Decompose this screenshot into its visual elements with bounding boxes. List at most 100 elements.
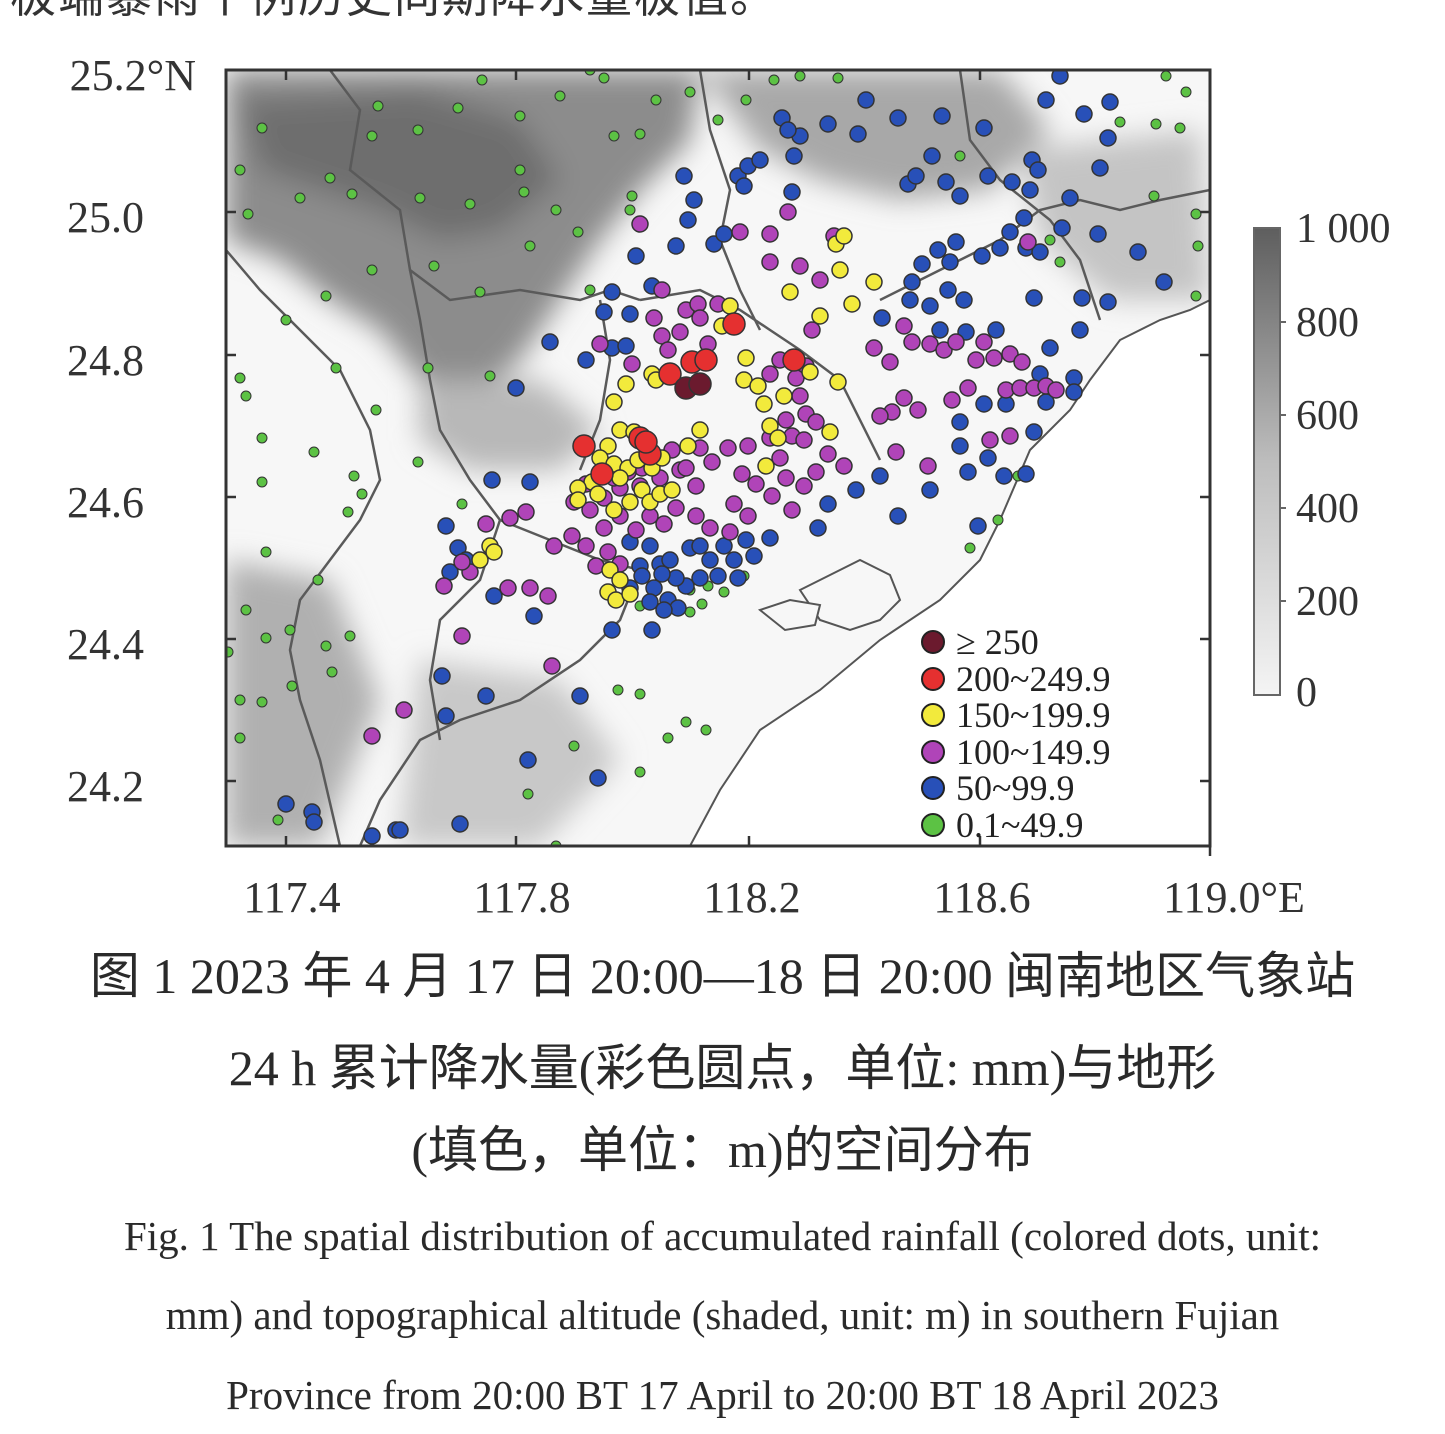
station-dot — [611, 469, 629, 487]
station-dot — [661, 551, 679, 569]
station-dot — [256, 122, 268, 134]
station-dot — [242, 208, 254, 220]
station-dot — [653, 281, 671, 299]
station-dot — [725, 551, 743, 569]
station-dot — [745, 547, 763, 565]
station-dot — [412, 124, 424, 136]
station-dot — [286, 680, 298, 692]
station-dot — [485, 587, 503, 605]
station-dot — [599, 543, 617, 561]
station-dot — [633, 567, 651, 585]
station-dot — [284, 624, 296, 636]
station-dot — [572, 434, 596, 458]
station-dot — [545, 537, 563, 555]
station-dot — [819, 445, 837, 463]
station-dot — [1001, 427, 1019, 445]
station-dot — [363, 827, 381, 845]
station-dot — [973, 247, 991, 265]
station-dot — [811, 271, 829, 289]
station-dot — [626, 190, 638, 202]
station-dot — [671, 323, 689, 341]
station-dot — [655, 515, 673, 533]
station-dot — [1044, 234, 1056, 246]
station-dot — [871, 407, 889, 425]
station-dot — [234, 732, 246, 744]
map-frame — [224, 68, 1212, 848]
station-dot — [1091, 159, 1109, 177]
station-dot — [581, 501, 599, 519]
station-dot — [913, 255, 931, 273]
station-dot — [521, 579, 539, 597]
station-dot — [680, 716, 692, 728]
station-dot — [843, 295, 861, 313]
station-dot — [1190, 208, 1202, 220]
station-dot — [590, 462, 614, 486]
station-dot — [330, 362, 342, 374]
station-dot — [507, 379, 525, 397]
terrain-mountain-north — [700, 70, 1050, 200]
terrain-mountain-west-core — [240, 90, 560, 240]
station-dot — [346, 188, 358, 200]
station-dot — [785, 147, 803, 165]
colorbar-label: 800 — [1296, 300, 1359, 346]
station-dot — [501, 509, 519, 527]
station-dot — [477, 687, 495, 705]
legend-swatch — [921, 776, 945, 800]
station-dot — [761, 253, 779, 271]
station-dot — [603, 621, 621, 639]
station-dot — [1019, 233, 1037, 251]
y-tick-label: 24.8 — [67, 336, 144, 385]
station-dot — [937, 173, 955, 191]
station-dot — [653, 565, 671, 583]
station-dot — [294, 192, 306, 204]
station-dot — [1017, 465, 1035, 483]
station-dot — [739, 437, 757, 455]
station-dot — [621, 493, 639, 511]
station-dot — [499, 579, 517, 597]
station-dot — [809, 519, 827, 537]
station-dot — [967, 351, 985, 369]
station-dot — [761, 365, 779, 383]
station-dot — [655, 601, 673, 619]
station-dot — [821, 423, 839, 441]
station-dot — [951, 437, 969, 455]
station-dot — [1071, 321, 1089, 339]
station-dot — [679, 211, 697, 229]
legend-label: 50~99.9 — [956, 768, 1074, 808]
station-dot — [305, 813, 323, 831]
legend-label: ≥ 250 — [956, 622, 1039, 662]
station-dot — [437, 517, 455, 535]
station-dot — [366, 264, 378, 276]
station-dot — [691, 421, 709, 439]
station-dot — [605, 393, 623, 411]
station-dot — [485, 543, 503, 561]
legend-swatch — [921, 813, 945, 837]
station-dot — [627, 247, 645, 265]
station-dot — [234, 694, 246, 706]
station-dot — [240, 604, 252, 616]
station-dot — [807, 413, 825, 431]
station-dot — [933, 107, 951, 125]
terrain-shading — [226, 70, 1210, 846]
station-dot — [865, 273, 883, 291]
station-dot — [715, 225, 733, 243]
x-tick-label: 119.0°E — [1163, 873, 1305, 922]
station-dot — [260, 546, 272, 558]
x-tick-label: 118.6 — [933, 873, 1030, 922]
station-dot — [769, 429, 787, 447]
station-dot — [344, 630, 356, 642]
station-dot — [452, 102, 464, 114]
station-dot — [873, 309, 891, 327]
station-dot — [975, 333, 993, 351]
y-tick-label: 25.2°N — [70, 51, 196, 100]
station-dot — [308, 446, 320, 458]
station-dot — [543, 657, 561, 675]
terrain-colorbar: 1 000 800 600 400 200 0 — [1253, 206, 1391, 716]
station-dot — [992, 514, 1004, 526]
station-dot — [947, 233, 965, 251]
station-dot — [947, 333, 965, 351]
station-dot — [518, 186, 530, 198]
station-dot — [959, 463, 977, 481]
station-dot — [363, 727, 381, 745]
sea-area — [688, 298, 1210, 846]
